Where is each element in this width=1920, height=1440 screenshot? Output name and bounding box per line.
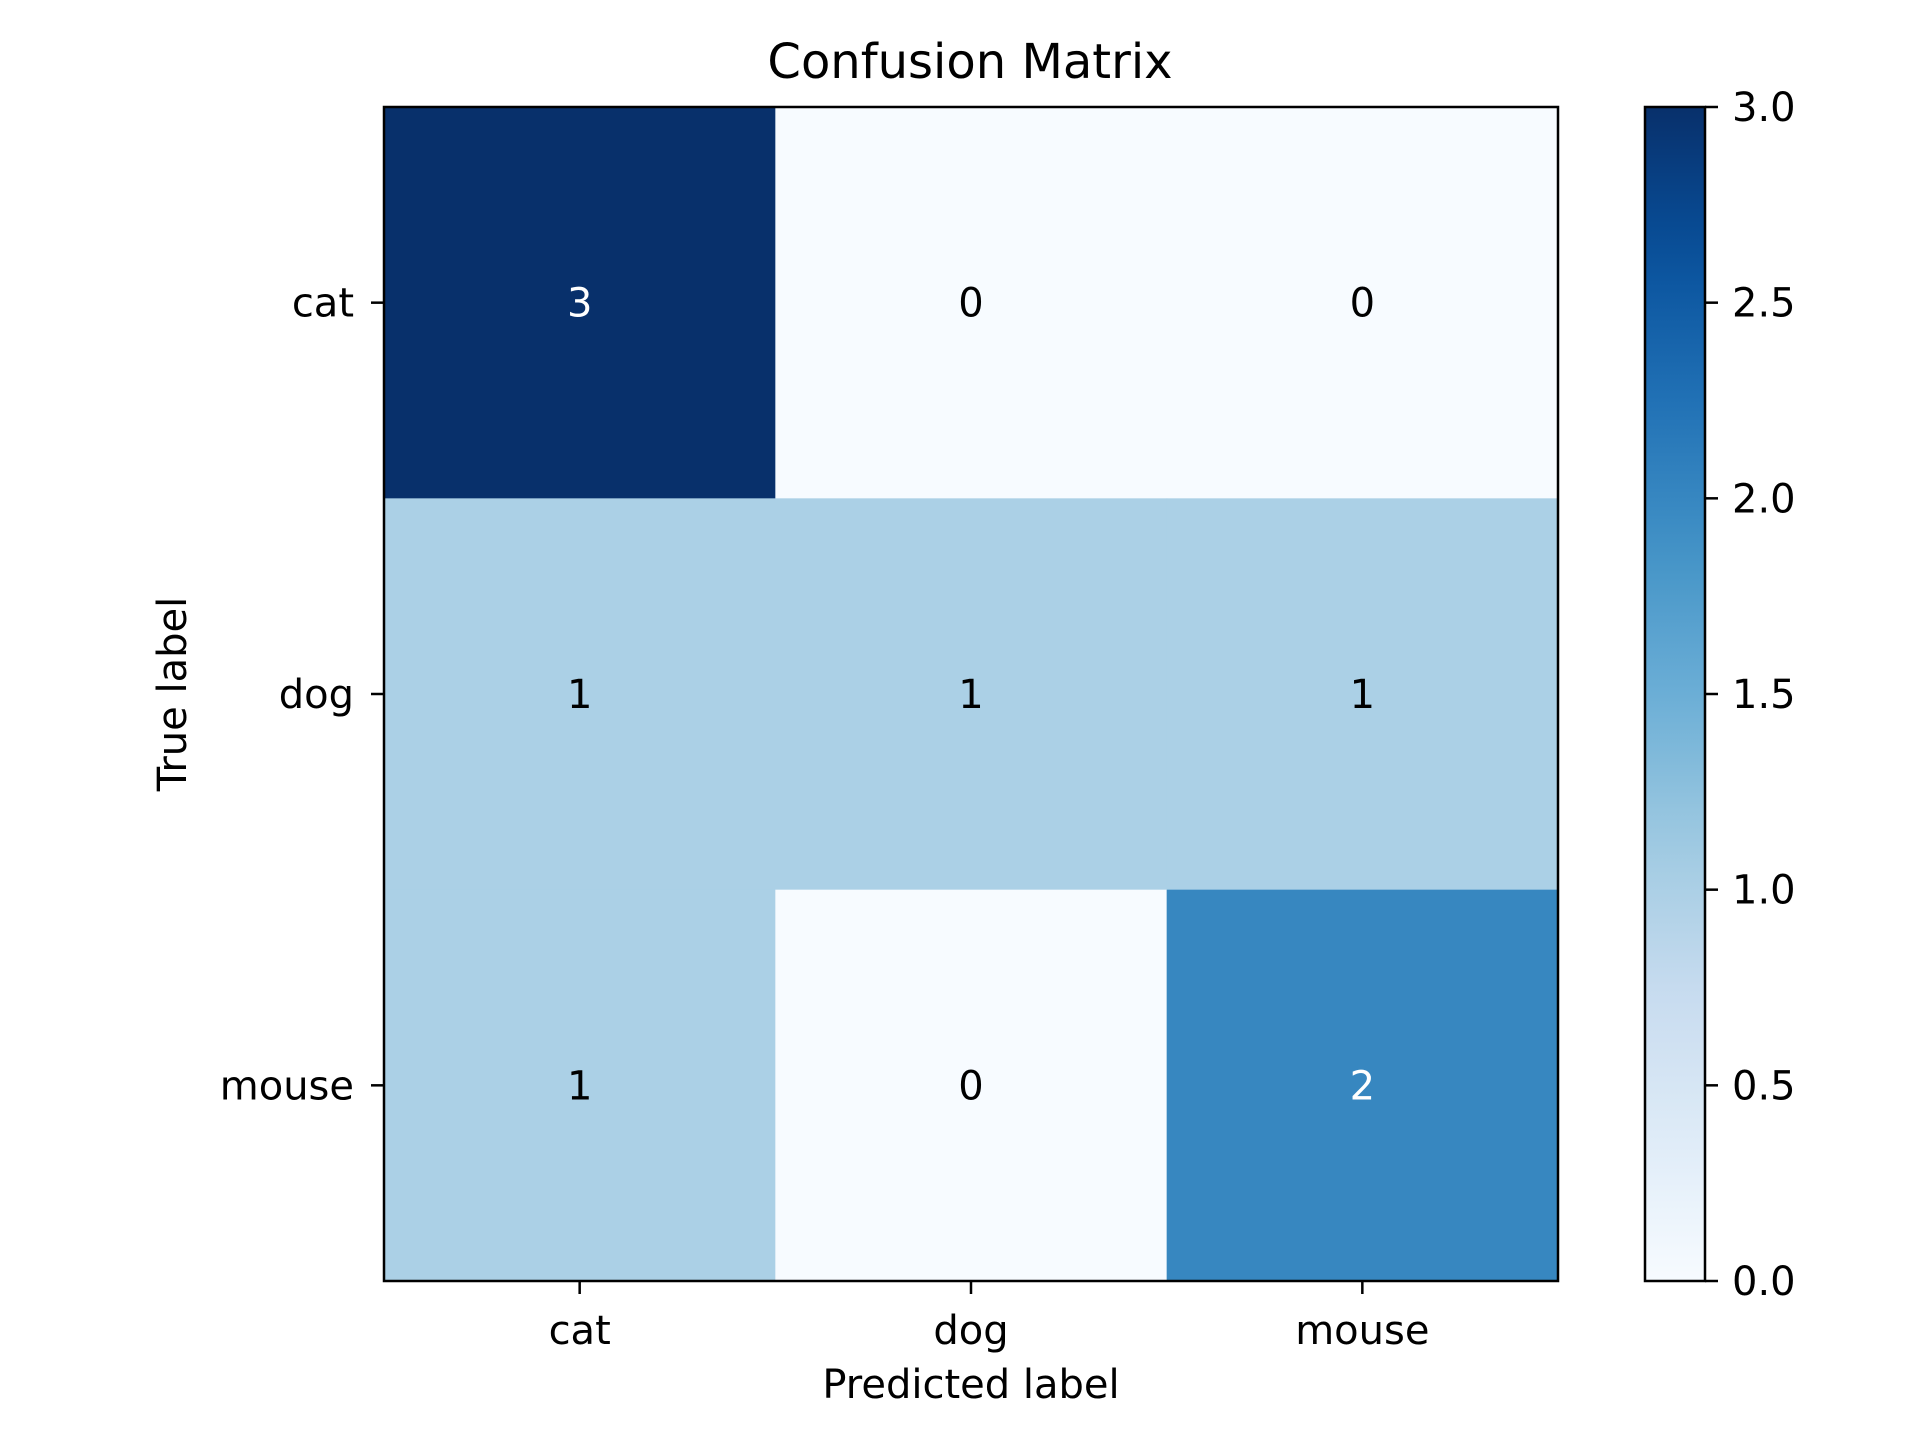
colorbar-tick-label: 0.0 (1732, 1259, 1796, 1305)
x-tick-label: cat (549, 1308, 611, 1354)
x-axis-title: Predicted label (822, 1362, 1119, 1408)
heatmap-cell-mouse-mouse (1166, 889, 1559, 1282)
cell-value-label: 0 (1350, 281, 1375, 327)
x-tick-label: mouse (1295, 1308, 1429, 1354)
cell-value-label: 1 (1350, 672, 1375, 718)
y-axis-title: True label (150, 597, 196, 792)
heatmap-cell-cat-cat (384, 107, 776, 499)
chart-title: Confusion Matrix (767, 34, 1172, 90)
colorbar-tick-label: 1.5 (1732, 672, 1796, 718)
cell-value-label: 3 (567, 281, 592, 327)
heatmap-cell-mouse-cat (384, 889, 776, 1282)
heatmap-cell-mouse-dog (775, 889, 1168, 1282)
cell-value-label: 1 (567, 1063, 592, 1109)
heatmap-cell-cat-dog (775, 107, 1168, 499)
colorbar-tick-label: 2.0 (1732, 476, 1796, 522)
colorbar-gradient (1643, 105, 1707, 1283)
heatmap-cell-dog-dog (775, 498, 1168, 891)
colorbar-tick-label: 1.0 (1732, 868, 1796, 914)
cell-value-labels: 3 0 0 1 1 1 1 0 2 (567, 281, 1375, 1110)
colorbar-tick-label: 0.5 (1732, 1063, 1796, 1109)
y-tick-label: cat (292, 281, 354, 327)
cell-value-label: 2 (1350, 1063, 1375, 1109)
colorbar-tick-label: 3.0 (1732, 85, 1796, 131)
y-axis-ticks: cat dog mouse (220, 281, 384, 1109)
cell-value-label: 0 (958, 1063, 983, 1109)
heatmap-cell-dog-mouse (1166, 498, 1559, 891)
cell-value-label: 0 (958, 281, 983, 327)
colorbar-tick-label: 2.5 (1732, 281, 1796, 327)
cell-value-label: 1 (958, 672, 983, 718)
x-axis-ticks: cat dog mouse (549, 1281, 1429, 1354)
y-tick-label: mouse (220, 1063, 354, 1109)
heatmap-cell-dog-cat (384, 498, 776, 891)
x-tick-label: dog (933, 1308, 1008, 1354)
heatmap-cell-cat-mouse (1166, 107, 1559, 499)
y-tick-label: dog (279, 672, 354, 718)
heatmap-cells (384, 107, 1559, 1282)
cell-value-label: 1 (567, 672, 592, 718)
colorbar: 0.0 0.5 1.0 1.5 2.0 2.5 3.0 (1643, 85, 1796, 1305)
